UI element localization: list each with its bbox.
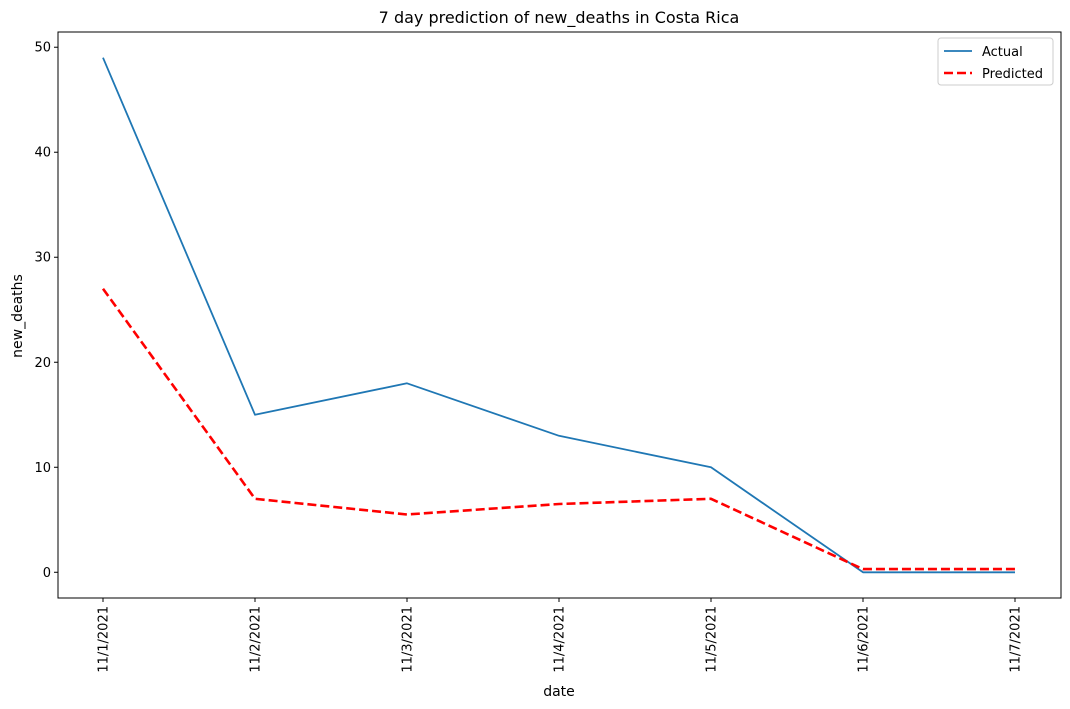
series-line-predicted	[101, 287, 1015, 571]
y-tick-label: 30	[34, 251, 51, 266]
legend-label: Predicted	[982, 67, 1043, 82]
y-tick-label: 0	[43, 566, 51, 581]
y-tick-label: 40	[34, 146, 51, 161]
chart-title: 7 day prediction of new_deaths in Costa …	[379, 8, 740, 28]
legend-box	[937, 37, 1054, 86]
plot-area	[57, 31, 1062, 599]
y-axis: 0 10 20 30 40 50	[34, 41, 58, 581]
x-tick-label: 11/1/2021	[97, 606, 112, 673]
x-tick-label: 11/7/2021	[1009, 606, 1024, 673]
x-tick-label: 11/4/2021	[553, 606, 568, 673]
x-tick-label: 11/5/2021	[705, 606, 720, 673]
series-line-actual	[102, 57, 1015, 574]
legend: Actual Predicted	[937, 37, 1054, 86]
x-tick-label: 11/2/2021	[249, 606, 264, 673]
x-tick-label: 11/3/2021	[401, 606, 416, 673]
x-tick-label: 11/6/2021	[857, 606, 872, 673]
legend-label: Actual	[982, 45, 1023, 60]
x-axis-label: date	[543, 684, 575, 700]
y-axis-label: new_deaths	[10, 274, 26, 358]
y-tick-label: 50	[34, 41, 51, 56]
x-axis: 11/1/2021 11/2/2021 11/3/2021 11/4/2021 11/5…	[97, 598, 1024, 673]
series-group	[101, 57, 1015, 574]
y-tick-label: 20	[34, 356, 51, 371]
plot-frame	[57, 31, 1062, 599]
y-tick-label: 10	[34, 461, 51, 476]
